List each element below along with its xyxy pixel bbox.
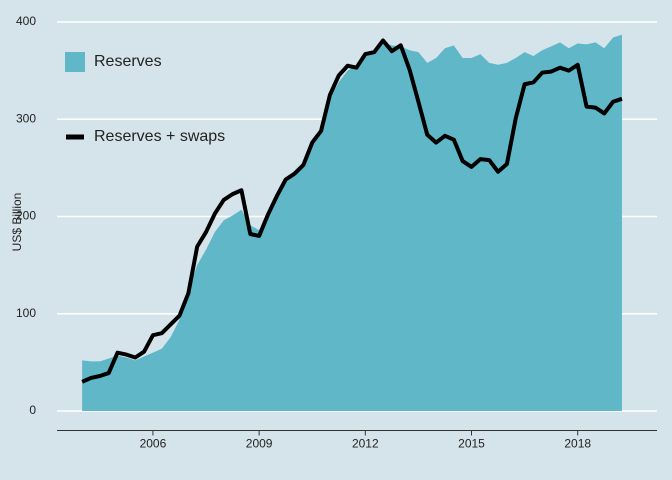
y-axis-label: US$ Billion [10, 193, 24, 252]
x-tick-label: 2009 [246, 437, 273, 451]
legend-swatch [65, 52, 85, 72]
area [82, 34, 622, 411]
x-tick-label: 2012 [352, 437, 379, 451]
x-tick-label: 2006 [140, 437, 167, 451]
y-tick-label: 400 [16, 14, 36, 28]
legend-label: Reserves + swaps [94, 128, 225, 145]
line [81, 38, 623, 384]
x-tick-label: 2015 [458, 437, 485, 451]
y-tick-label: 200 [16, 209, 36, 223]
x-tick-label: 2018 [564, 437, 591, 451]
y-tick-label: 300 [16, 111, 36, 125]
y-tick-label: 0 [29, 403, 36, 417]
legend-label: Reserves [94, 53, 162, 70]
y-tick-label: 100 [16, 306, 36, 320]
